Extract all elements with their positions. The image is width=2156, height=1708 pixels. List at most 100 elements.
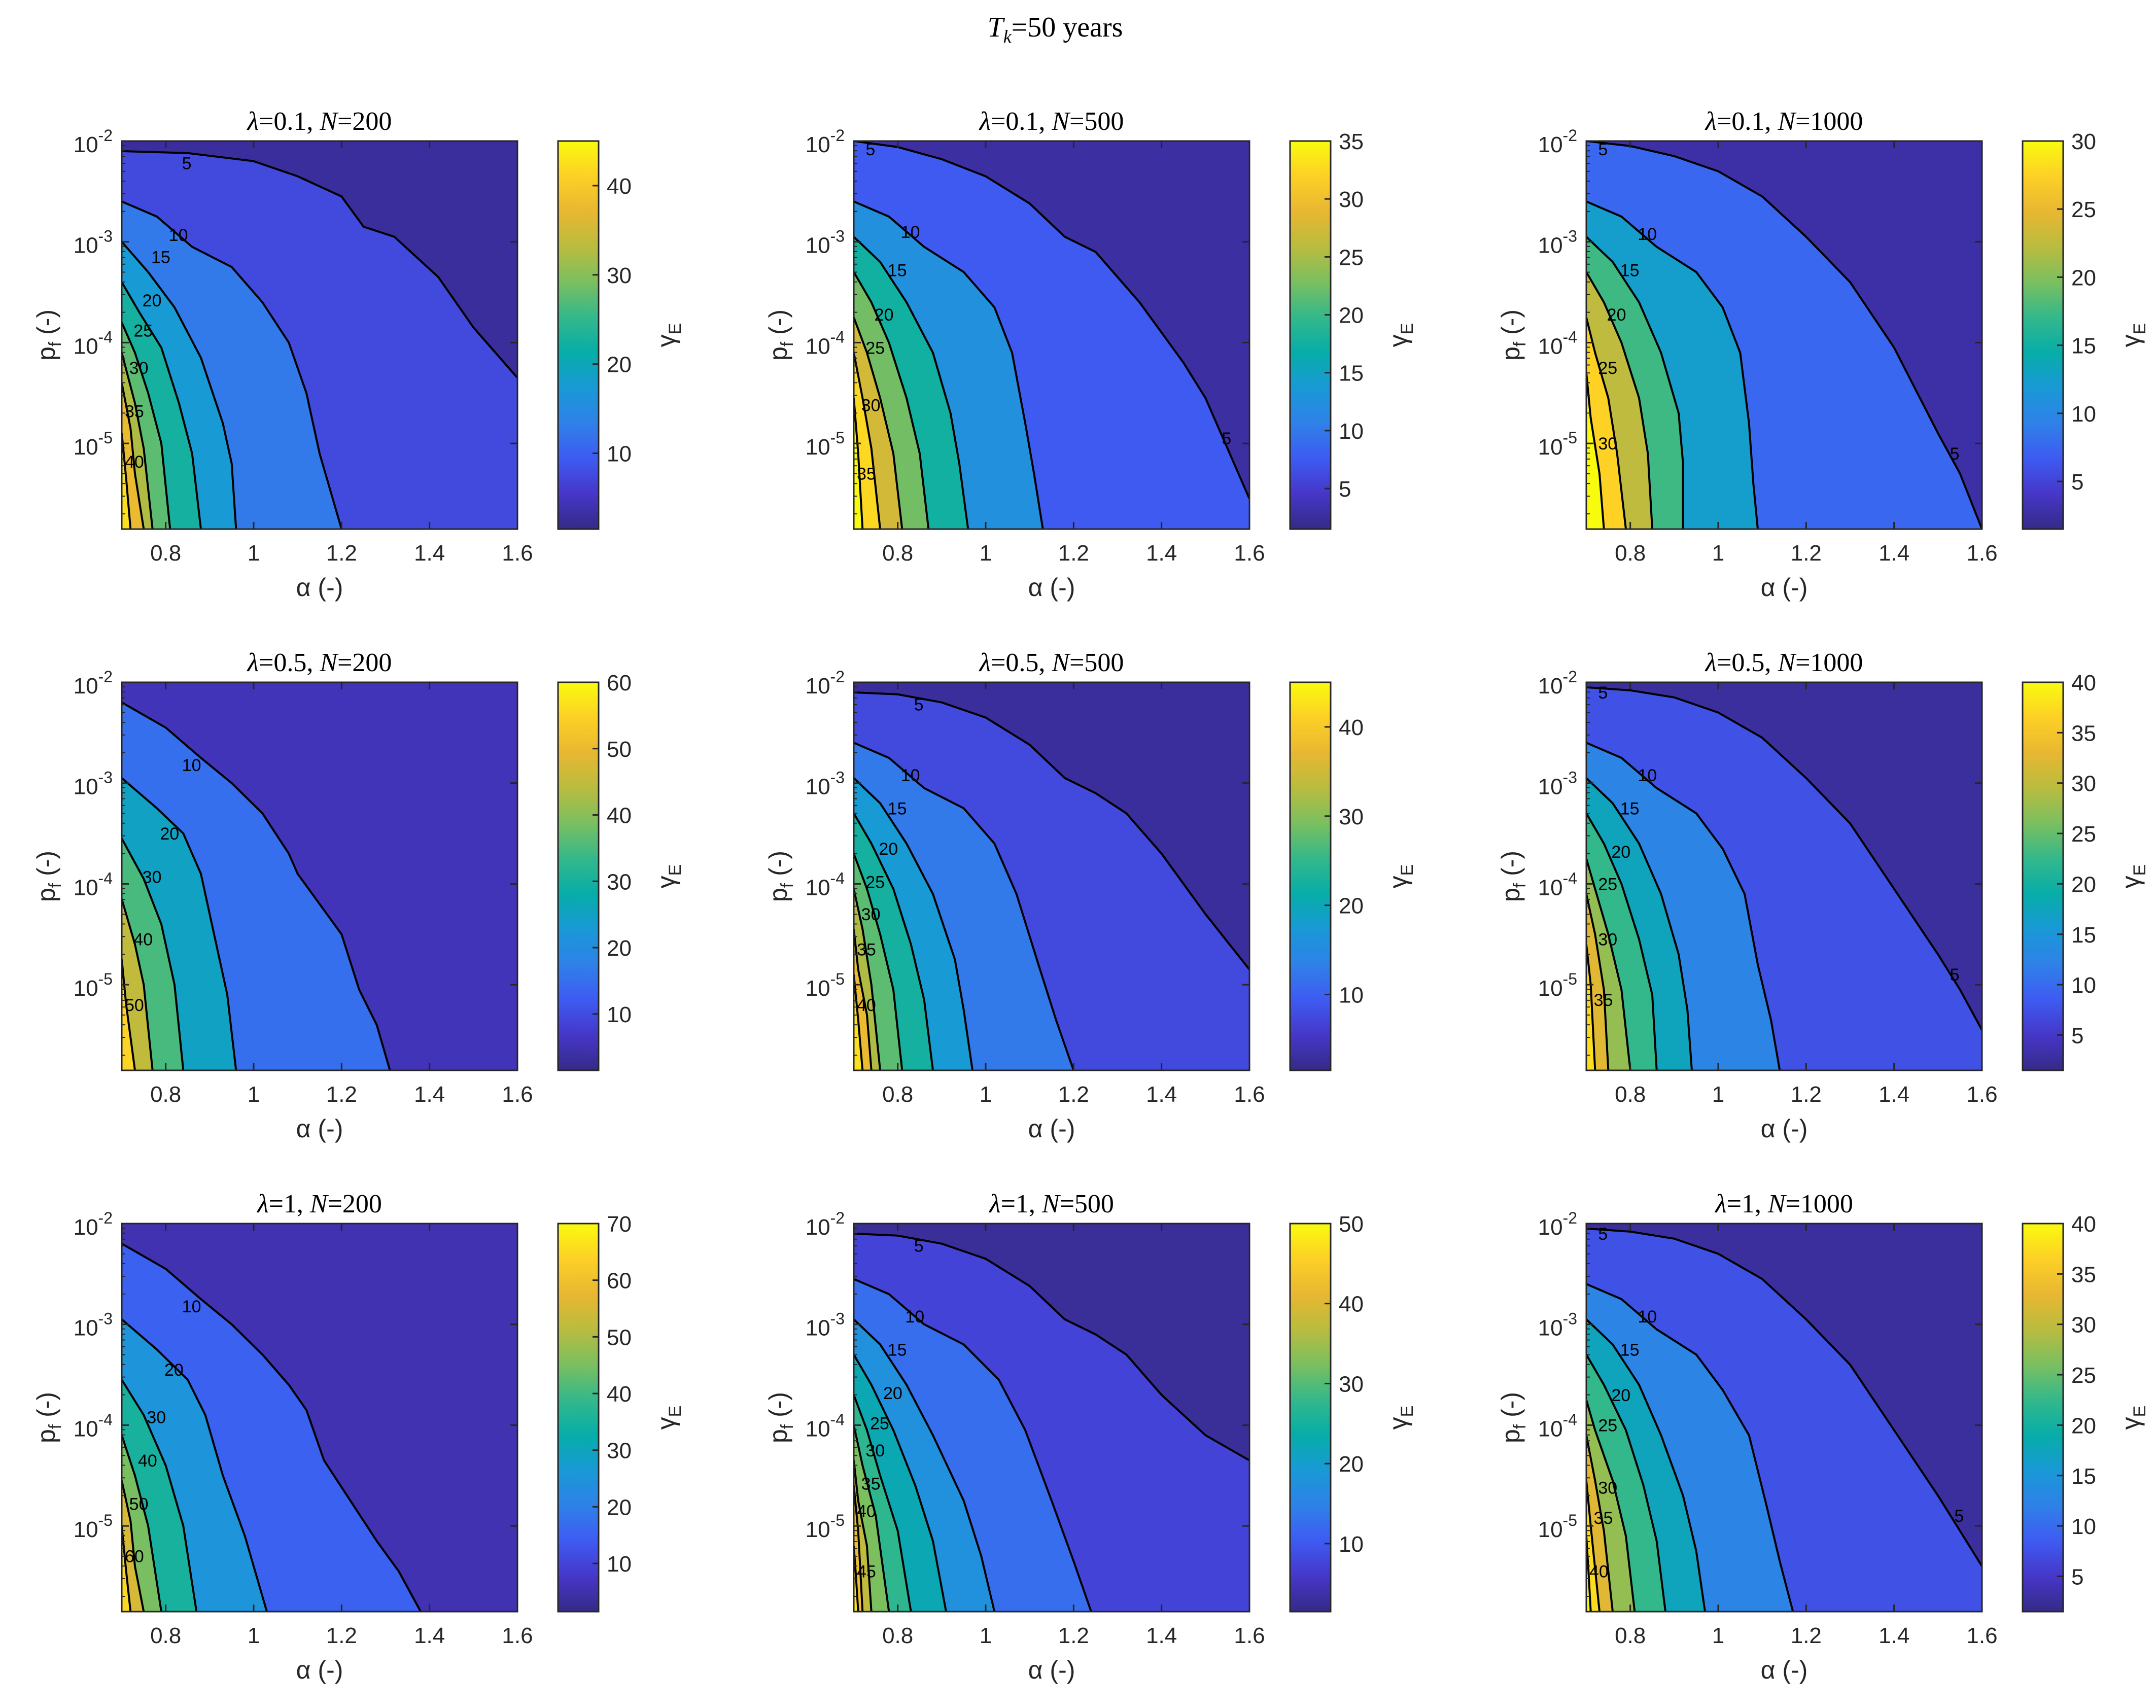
contour-line-15 <box>854 777 973 1070</box>
colorbar-tick-label: 35 <box>2071 1262 2096 1287</box>
contour-fills <box>1586 682 1982 1070</box>
contour-line-30 <box>1586 893 1610 1070</box>
contour-label-30: 30 <box>129 359 149 378</box>
contour-line-40 <box>122 898 154 1070</box>
contour-line-15 <box>1586 777 1693 1070</box>
x-tick-label: 1.6 <box>1966 1082 1997 1107</box>
colorbar-tick-label: 30 <box>607 869 632 894</box>
x-tick-label: 1 <box>1712 1623 1724 1648</box>
colorbar-tick-label: 10 <box>2071 402 2096 427</box>
contour-label-25: 25 <box>1598 1416 1617 1435</box>
contour-line-20 <box>1586 271 1653 529</box>
contour-line-10 <box>122 1242 422 1612</box>
colorbar-tick-label: 10 <box>1339 983 1364 1008</box>
colorbar-tick-label: 20 <box>1339 303 1364 328</box>
x-tick-label: 0.8 <box>1615 1623 1646 1648</box>
contour-label-30: 30 <box>1598 1479 1617 1498</box>
contour-label-15: 15 <box>888 799 907 818</box>
colorbar-tick-label: 25 <box>2071 1363 2096 1388</box>
colorbar-tick-label: 40 <box>607 1382 632 1407</box>
colorbar-tick-label: 40 <box>607 804 632 828</box>
colorbar-tick-label: 25 <box>2071 197 2096 222</box>
contour-line-30 <box>1586 1435 1614 1612</box>
contour-line-5 <box>1586 686 1982 1031</box>
colorbar-tick-label: 30 <box>2071 129 2096 154</box>
contour-label-10: 10 <box>905 1307 924 1327</box>
contour-label-10: 10 <box>1638 1307 1657 1327</box>
y-tick-label: 10-3 <box>74 227 113 258</box>
contour-label-10: 10 <box>169 226 188 245</box>
colorbar-tick-label: 15 <box>2071 334 2096 359</box>
contour-lines <box>1586 1227 1982 1612</box>
contour-label-5-b: 5 <box>1950 444 1960 464</box>
x-tick-label: 1 <box>248 1082 260 1107</box>
y-tick-label: 10-3 <box>806 769 845 799</box>
contour-fills <box>1586 1224 1982 1612</box>
contour-label-15: 15 <box>1620 1340 1640 1360</box>
colorbar-tick-label: 15 <box>2071 923 2096 948</box>
y-tick-label: 10-2 <box>1538 668 1577 699</box>
contour-line-15 <box>1586 236 1684 529</box>
contour-line-15 <box>122 241 237 529</box>
panel-title: λ=0.5, N=500 <box>979 648 1124 677</box>
contour-line-35 <box>854 929 873 1070</box>
contour-line-15 <box>854 1318 996 1612</box>
colorbar-label: γE <box>1384 323 1417 347</box>
contour-label-5-b: 5 <box>1950 965 1960 985</box>
contour-line-50 <box>122 959 136 1070</box>
colorbar-tick-label: 15 <box>1339 361 1364 386</box>
axes-box <box>1585 1223 1983 1613</box>
x-axis-label: α (-) <box>1761 1114 1808 1143</box>
x-tick-label: 1.6 <box>502 541 533 566</box>
colorbar-tick-label: 25 <box>2071 822 2096 847</box>
contour-fills <box>122 1224 517 1612</box>
x-axis-label: α (-) <box>1028 1656 1075 1684</box>
colorbar-tick-label: 10 <box>1339 419 1364 444</box>
colorbar-tick-label: 20 <box>2071 265 2096 290</box>
panel-title: λ=1, N=500 <box>988 1190 1114 1218</box>
y-tick-label: 10-3 <box>806 227 845 258</box>
y-axis-label: pf (-) <box>764 1392 797 1443</box>
contour-line-10 <box>1586 1283 1794 1612</box>
panel-title: λ=0.1, N=1000 <box>1705 107 1863 136</box>
colorbar-tick-label: 20 <box>607 1495 632 1520</box>
y-tick-label: 10-3 <box>74 1310 113 1341</box>
y-tick-label: 10-4 <box>1538 1410 1577 1441</box>
x-tick-label: 1.2 <box>326 1082 357 1107</box>
y-axis-label: pf (-) <box>764 851 797 902</box>
colorbar <box>2022 681 2064 1071</box>
x-tick-label: 1.2 <box>326 541 357 566</box>
contour-line-30 <box>122 352 154 529</box>
y-tick-label: 10-4 <box>1538 328 1577 359</box>
x-axis-label: α (-) <box>296 1656 343 1684</box>
y-tick-label: 10-4 <box>806 1410 845 1441</box>
contour-label-35: 35 <box>857 940 876 960</box>
x-tick-label: 0.8 <box>1615 541 1646 566</box>
contour-label-10: 10 <box>182 756 201 775</box>
contour-line-10 <box>1586 742 1781 1070</box>
x-tick-label: 1.4 <box>1146 1082 1177 1107</box>
contour-line-5 <box>854 1232 1249 1461</box>
colorbar-tick-label: 20 <box>607 936 632 961</box>
contour-label-25: 25 <box>1598 359 1617 378</box>
x-axis-label: α (-) <box>1761 573 1808 602</box>
contour-label-40: 40 <box>138 1451 157 1471</box>
panel-title: λ=0.1, N=500 <box>979 107 1124 136</box>
colorbar-tick-label: 35 <box>1339 129 1364 154</box>
colorbar-tick-label: 40 <box>1339 1292 1364 1317</box>
x-tick-label: 0.8 <box>882 541 913 566</box>
band-60 <box>122 1526 131 1612</box>
colorbar-tick-label: 70 <box>607 1212 632 1237</box>
x-tick-label: 1.6 <box>1234 1082 1265 1107</box>
contour-label-35: 35 <box>1594 991 1613 1010</box>
contour-line-25 <box>122 322 171 529</box>
contour-label-20: 20 <box>143 291 162 310</box>
colorbar <box>2022 1223 2064 1613</box>
contour-line-20 <box>122 1318 268 1612</box>
contour-line-20 <box>1586 1354 1666 1612</box>
colorbar-tick-label: 40 <box>2071 671 2096 695</box>
panel-title: λ=1, N=1000 <box>1714 1190 1853 1218</box>
colorbar-tick-label: 15 <box>2071 1464 2096 1489</box>
colorbar-tick-label: 10 <box>607 1002 632 1027</box>
y-tick-label: 10-2 <box>74 1209 113 1240</box>
